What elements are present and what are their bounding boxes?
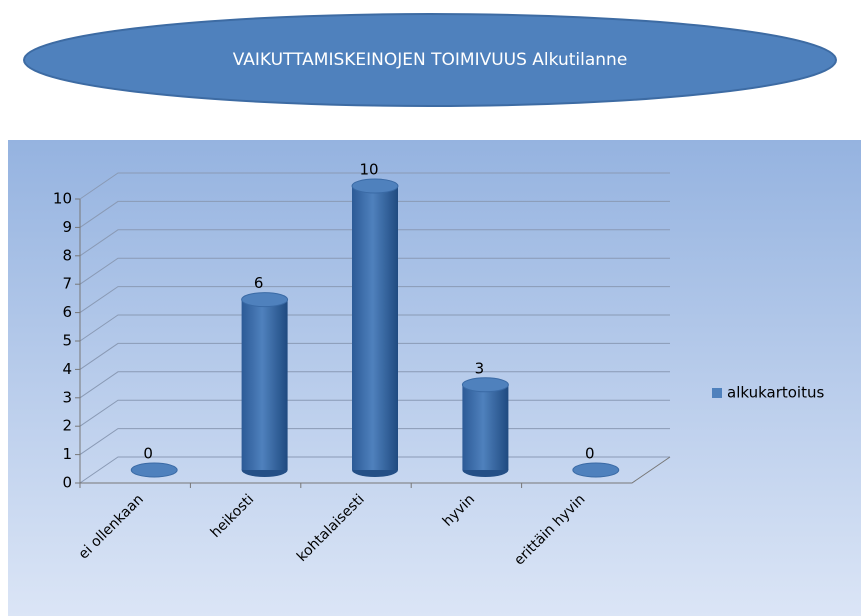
- y-tick-label: 0: [62, 474, 72, 492]
- bar: [351, 178, 399, 477]
- y-tick-label: 1: [62, 445, 72, 463]
- grid-line: [79, 314, 670, 342]
- y-tick-label: 10: [53, 190, 72, 208]
- floor: [80, 456, 671, 484]
- y-tick-label: 6: [62, 303, 72, 321]
- y-tick-label: 2: [62, 417, 72, 435]
- y-tick-label: 9: [62, 218, 72, 236]
- y-tick-label: 3: [62, 388, 72, 406]
- grid-line: [79, 172, 670, 200]
- value-label: 10: [359, 161, 378, 179]
- y-tick-label: 7: [62, 275, 72, 293]
- bar-top: [130, 462, 178, 478]
- bar-body: [241, 299, 288, 470]
- bar: [572, 462, 620, 478]
- chart-title: VAIKUTTAMISKEINOJEN TOIMIVUUS Alkutilann…: [233, 50, 628, 70]
- plot-background: [8, 140, 861, 616]
- value-label: 0: [143, 445, 153, 463]
- y-tick-label: 4: [62, 360, 72, 378]
- title-shape: [23, 13, 837, 107]
- value-label: 0: [585, 445, 595, 463]
- value-label: 6: [254, 274, 264, 292]
- grid-line: [79, 286, 670, 314]
- bar-top: [461, 377, 509, 393]
- value-label: 3: [475, 359, 485, 377]
- bar-top: [241, 292, 289, 308]
- bar-top: [572, 462, 620, 478]
- bar-body: [462, 384, 509, 470]
- grid-line: [79, 200, 670, 228]
- y-tick-label: 5: [62, 332, 72, 350]
- bar: [130, 462, 178, 478]
- bar: [461, 377, 509, 477]
- grid-line: [79, 229, 670, 257]
- y-tick-label: 8: [62, 246, 72, 264]
- legend-swatch: [712, 388, 722, 398]
- legend-label: alkukartoitus: [727, 384, 824, 402]
- grid-line: [79, 342, 670, 370]
- bar-top: [351, 178, 399, 194]
- grid-line: [79, 257, 670, 285]
- grid-line: [79, 371, 670, 399]
- bar-body: [352, 186, 398, 470]
- bar: [241, 292, 289, 477]
